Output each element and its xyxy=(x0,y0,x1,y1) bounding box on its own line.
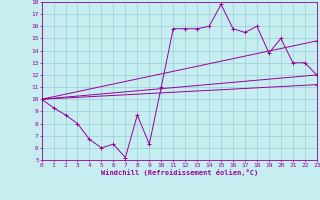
X-axis label: Windchill (Refroidissement éolien,°C): Windchill (Refroidissement éolien,°C) xyxy=(100,169,258,176)
